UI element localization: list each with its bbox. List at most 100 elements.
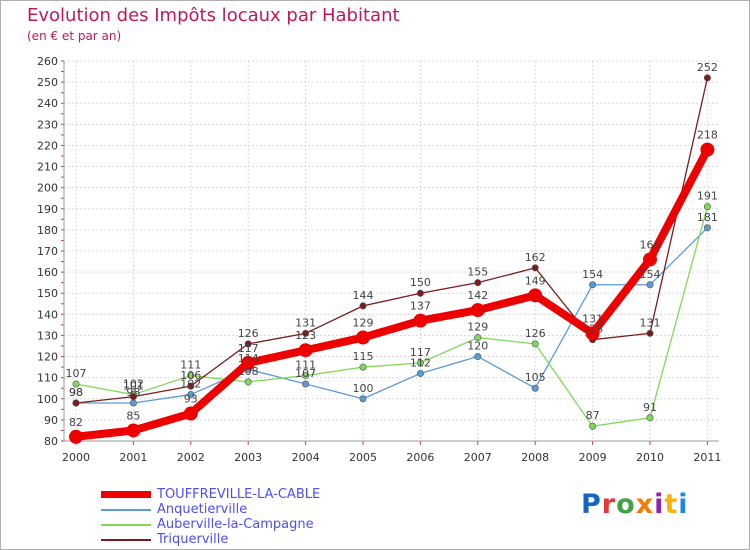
data-point-auberville-la-campagne xyxy=(474,334,482,342)
data-label-auberville-la-campagne: 87 xyxy=(586,409,600,422)
chart-title: Evolution des Impôts locaux par Habitant xyxy=(27,5,400,26)
series-line-anquetierville xyxy=(76,227,708,404)
data-label-auberville-la-campagne: 107 xyxy=(66,367,87,380)
y-tick-label: 190 xyxy=(37,203,58,216)
data-label-anquetierville: 181 xyxy=(697,211,718,224)
y-tick-label: 140 xyxy=(37,308,58,321)
chart-legend: TOUFFREVILLE-LA-CABLE Anquetierville Auber… xyxy=(101,487,320,547)
data-label-anquetierville: 154 xyxy=(640,268,661,281)
x-tick-label: 2006 xyxy=(406,451,434,464)
data-point-triquerville xyxy=(72,399,80,407)
y-tick-label: 100 xyxy=(37,393,58,406)
data-point-auberville-la-campagne xyxy=(359,363,367,371)
logo-letter: o xyxy=(616,489,636,520)
data-point-auberville-la-campagne xyxy=(589,422,597,430)
logo-letter: i xyxy=(654,489,665,520)
data-label-auberville-la-campagne: 129 xyxy=(467,321,488,334)
data-label-triquerville: 101 xyxy=(123,380,144,393)
data-label-auberville-la-campagne: 102 xyxy=(123,378,144,391)
x-tick-label: 2007 xyxy=(464,451,492,464)
data-point-touffreville-la-cable xyxy=(470,303,485,318)
data-point-touffreville-la-cable xyxy=(126,423,141,438)
data-label-anquetierville: 98 xyxy=(69,386,83,399)
data-label-touffreville-la-cable: 142 xyxy=(467,289,488,302)
data-label-triquerville: 162 xyxy=(525,251,546,264)
legend-label: Auberville-la-Campagne xyxy=(157,517,314,532)
y-tick-label: 80 xyxy=(44,435,58,448)
data-point-touffreville-la-cable xyxy=(298,343,313,358)
logo-letter: x xyxy=(635,489,655,520)
data-point-touffreville-la-cable xyxy=(700,142,715,157)
data-label-auberville-la-campagne: 91 xyxy=(643,401,657,414)
legend-item: Triquerville xyxy=(101,532,320,547)
legend-item: Anquetierville xyxy=(101,502,320,517)
data-point-triquerville xyxy=(531,264,539,272)
data-point-triquerville xyxy=(187,382,195,390)
data-point-auberville-la-campagne xyxy=(244,378,252,386)
data-label-touffreville-la-cable: 137 xyxy=(410,300,431,313)
data-label-auberville-la-campagne: 111 xyxy=(295,359,316,372)
data-label-anquetierville: 154 xyxy=(582,268,603,281)
legend-label: TOUFFREVILLE-LA-CABLE xyxy=(157,487,321,502)
data-label-touffreville-la-cable: 129 xyxy=(353,317,374,330)
data-point-anquetierville xyxy=(531,384,539,392)
data-label-triquerville: 131 xyxy=(295,316,316,329)
data-label-anquetierville: 100 xyxy=(353,382,374,395)
legend-swatch xyxy=(101,538,151,541)
data-point-touffreville-la-cable xyxy=(69,429,83,444)
x-tick-label: 2002 xyxy=(177,451,205,464)
y-tick-label: 210 xyxy=(37,161,58,174)
data-label-triquerville: 144 xyxy=(353,289,374,302)
data-label-triquerville: 98 xyxy=(69,386,83,399)
data-label-auberville-la-campagne: 117 xyxy=(410,346,431,359)
y-tick-label: 260 xyxy=(37,55,58,68)
y-tick-label: 120 xyxy=(37,351,58,364)
data-point-anquetierville xyxy=(129,399,137,407)
data-point-triquerville xyxy=(359,302,367,310)
data-label-auberville-la-campagne: 115 xyxy=(353,350,374,363)
data-label-touffreville-la-cable: 82 xyxy=(69,416,83,429)
data-point-touffreville-la-cable xyxy=(183,406,198,421)
data-label-anquetierville: 102 xyxy=(180,378,201,391)
data-point-triquerville xyxy=(416,289,424,297)
data-label-touffreville-la-cable: 218 xyxy=(697,129,718,142)
data-point-anquetierville xyxy=(703,224,711,232)
x-tick-label: 2011 xyxy=(693,451,721,464)
legend-swatch xyxy=(101,508,151,511)
data-label-touffreville-la-cable: 166 xyxy=(640,238,661,251)
data-label-anquetierville: 107 xyxy=(295,367,316,380)
data-point-touffreville-la-cable xyxy=(356,330,370,345)
data-point-auberville-la-campagne xyxy=(72,380,80,388)
data-point-auberville-la-campagne xyxy=(416,359,424,367)
logo-letter: t xyxy=(664,489,679,520)
data-label-triquerville: 128 xyxy=(582,323,603,336)
logo-letter: r xyxy=(601,489,617,520)
data-point-anquetierville xyxy=(359,395,367,403)
x-tick-label: 2004 xyxy=(292,451,320,464)
data-point-anquetierville xyxy=(416,369,424,377)
data-label-auberville-la-campagne: 111 xyxy=(180,359,201,372)
series-line-triquerville xyxy=(75,77,709,404)
data-point-triquerville xyxy=(474,279,482,287)
x-tick-label: 2009 xyxy=(579,451,607,464)
y-tick-label: 200 xyxy=(37,182,58,195)
data-point-touffreville-la-cable xyxy=(585,326,600,341)
data-label-touffreville-la-cable: 123 xyxy=(295,329,316,342)
data-point-triquerville xyxy=(302,329,310,337)
data-label-touffreville-la-cable: 93 xyxy=(184,393,198,406)
proxiti-logo: Proxiti xyxy=(581,489,689,520)
data-point-anquetierville xyxy=(187,391,195,399)
data-label-touffreville-la-cable: 149 xyxy=(525,274,546,287)
x-tick-label: 2003 xyxy=(234,451,262,464)
data-point-anquetierville xyxy=(474,353,482,361)
data-point-auberville-la-campagne xyxy=(187,372,195,380)
y-tick-label: 160 xyxy=(37,266,58,279)
y-tick-label: 150 xyxy=(37,287,58,300)
data-label-anquetierville: 114 xyxy=(238,352,259,365)
x-tick-label: 2008 xyxy=(521,451,549,464)
data-point-touffreville-la-cable xyxy=(643,252,657,267)
legend-swatch xyxy=(101,523,151,526)
legend-item: Auberville-la-Campagne xyxy=(101,517,320,532)
x-tick-label: 2000 xyxy=(62,451,90,464)
